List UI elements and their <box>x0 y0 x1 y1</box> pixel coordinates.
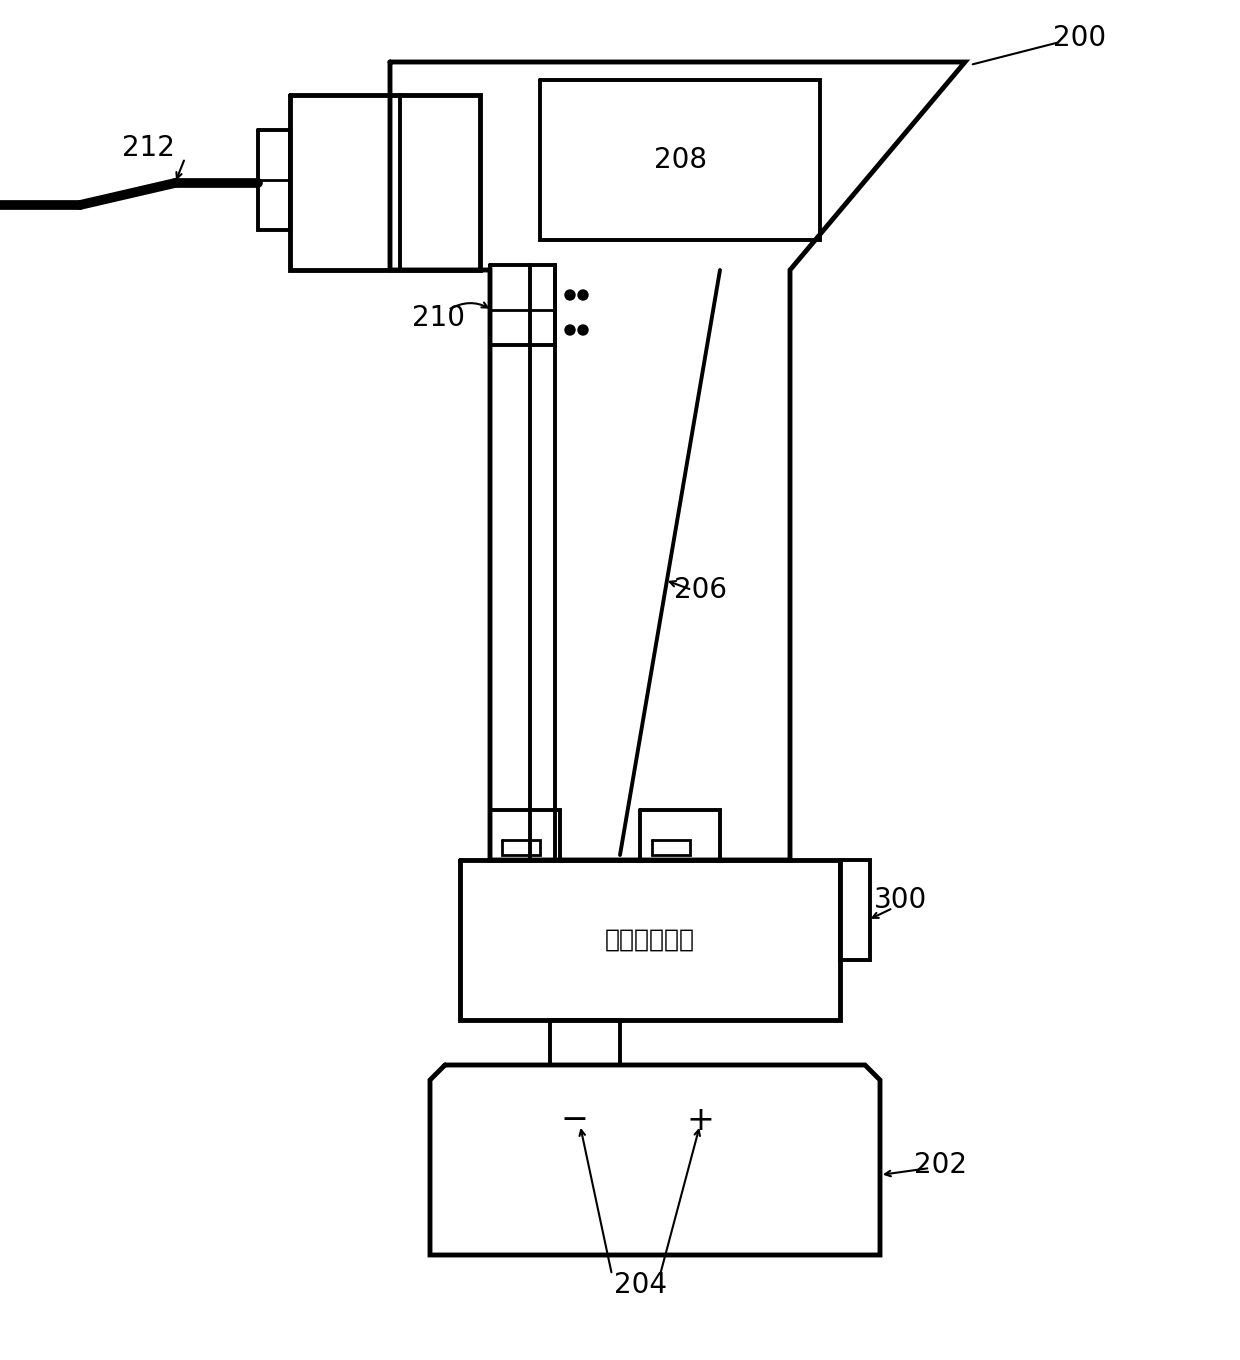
Circle shape <box>578 325 588 335</box>
Text: 204: 204 <box>614 1272 667 1299</box>
Circle shape <box>565 325 575 335</box>
Text: 远程功率模块: 远程功率模块 <box>605 928 694 952</box>
Circle shape <box>578 290 588 301</box>
Text: +: + <box>686 1103 714 1137</box>
Text: 212: 212 <box>122 135 175 162</box>
Circle shape <box>565 290 575 301</box>
Text: 210: 210 <box>412 305 465 332</box>
Text: 200: 200 <box>1054 24 1106 52</box>
Text: 208: 208 <box>653 146 707 174</box>
Text: −: − <box>560 1103 589 1137</box>
Text: 202: 202 <box>914 1151 966 1179</box>
Text: 300: 300 <box>873 885 926 914</box>
Text: 206: 206 <box>673 577 727 604</box>
